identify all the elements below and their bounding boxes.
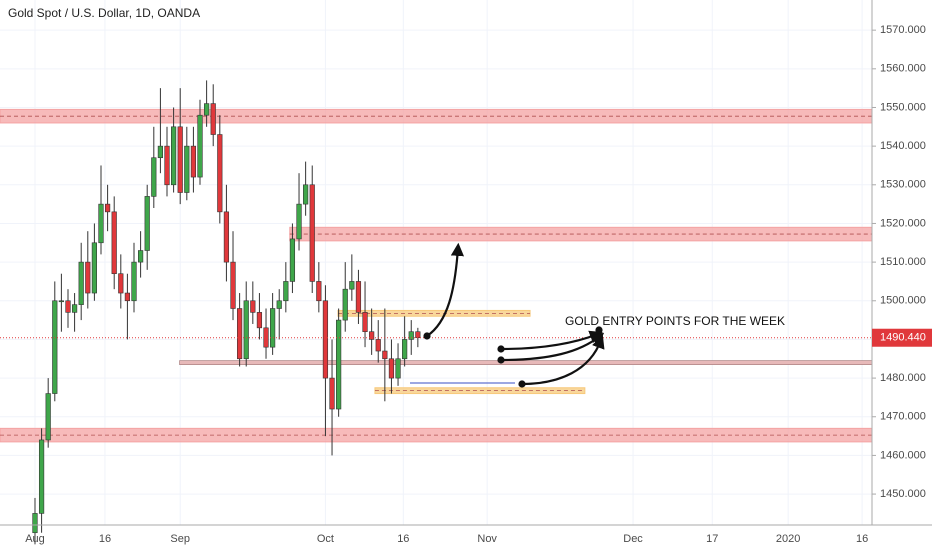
candle-body	[190, 145, 197, 178]
candle-body	[329, 377, 335, 410]
candle-body	[124, 292, 131, 302]
candle-body	[316, 281, 322, 302]
candle-body	[104, 203, 111, 213]
candle-body	[342, 288, 348, 321]
candle-body	[223, 211, 230, 263]
y-tick-label: 1510.000	[880, 256, 926, 268]
candle-body	[157, 145, 164, 159]
candle-body	[349, 281, 355, 290]
candle-body	[197, 114, 203, 178]
x-tick-label: Nov	[477, 533, 497, 545]
x-tick-label: 16	[99, 533, 111, 545]
candle-body	[336, 319, 342, 410]
candle-body	[38, 439, 45, 514]
y-tick-label: 1570.000	[880, 24, 926, 36]
last-price-tag	[872, 328, 932, 347]
candle-body	[184, 145, 190, 193]
y-tick-label: 1530.000	[880, 179, 926, 191]
level	[179, 360, 873, 365]
candle-body	[303, 184, 309, 205]
candle-body	[151, 157, 157, 197]
candle-body	[58, 300, 64, 303]
candle-body	[65, 300, 71, 313]
x-tick-label: Oct	[317, 533, 334, 545]
candle-body	[91, 242, 97, 294]
candle-body	[85, 261, 91, 294]
candle-body	[309, 184, 315, 282]
arrow	[521, 335, 605, 386]
candle-body	[263, 327, 269, 348]
candle-body	[177, 126, 183, 193]
candle-body	[45, 393, 51, 441]
candle-body	[408, 331, 414, 340]
candle-body	[362, 312, 368, 333]
candle-body	[144, 196, 150, 251]
candle-body	[217, 134, 223, 213]
y-tick-label: 1540.000	[880, 140, 926, 152]
candle-body	[210, 103, 216, 135]
candle-body	[243, 300, 249, 360]
candle-body	[138, 250, 144, 263]
candle-body	[71, 304, 78, 313]
x-tick-label: 17	[706, 533, 718, 545]
candle-body	[250, 300, 256, 313]
candle-body	[237, 308, 243, 360]
candle-body	[322, 300, 329, 379]
candle-body	[355, 281, 362, 313]
candle-body	[270, 308, 276, 348]
x-tick-label: Aug	[25, 533, 45, 545]
candle-body	[52, 300, 58, 394]
candle-body	[415, 331, 421, 339]
candle-body	[369, 331, 375, 340]
y-tick-label: 1550.000	[880, 101, 926, 113]
y-tick-label: 1500.000	[880, 295, 926, 307]
x-tick-label: Sep	[170, 533, 190, 545]
arrow	[426, 242, 465, 337]
x-tick-label: 16	[856, 533, 868, 545]
y-tick-label: 1470.000	[880, 411, 926, 423]
candle-body	[78, 261, 84, 305]
annotation: GOLD ENTRY POINTS FOR THE WEEK	[565, 314, 785, 328]
candle-body	[171, 126, 177, 186]
candle-body	[204, 103, 210, 116]
candle-body	[111, 211, 117, 275]
candle-body	[32, 513, 38, 534]
candle-body	[382, 350, 388, 360]
candle-body	[164, 145, 170, 186]
y-tick-label: 1560.000	[880, 63, 926, 75]
candle-body	[276, 300, 282, 309]
y-tick-label: 1460.000	[880, 449, 926, 461]
last-price-label: 1490.440	[880, 332, 926, 344]
chart-title: Gold Spot / U.S. Dollar, 1D, OANDA	[8, 6, 200, 20]
candle-body	[230, 261, 236, 309]
y-tick-label: 1520.000	[880, 217, 926, 229]
drawings	[410, 242, 605, 388]
arrow-end-dot	[595, 326, 603, 334]
x-tick-label: 2020	[776, 533, 800, 545]
candle-body	[289, 238, 296, 282]
y-tick-label: 1450.000	[880, 488, 926, 500]
y-tick-label: 1480.000	[880, 372, 926, 384]
candle-body	[402, 339, 408, 360]
candle-body	[375, 339, 381, 352]
candle-body	[296, 203, 302, 240]
x-tick-label: 16	[397, 533, 409, 545]
x-tick-label: Dec	[623, 533, 643, 545]
candle-body	[395, 358, 401, 379]
candle-body	[98, 203, 104, 244]
candle-body	[131, 261, 137, 302]
candle-body	[256, 312, 263, 329]
candle-body	[283, 281, 289, 302]
candle-body	[388, 358, 395, 379]
candle-body	[118, 273, 124, 294]
